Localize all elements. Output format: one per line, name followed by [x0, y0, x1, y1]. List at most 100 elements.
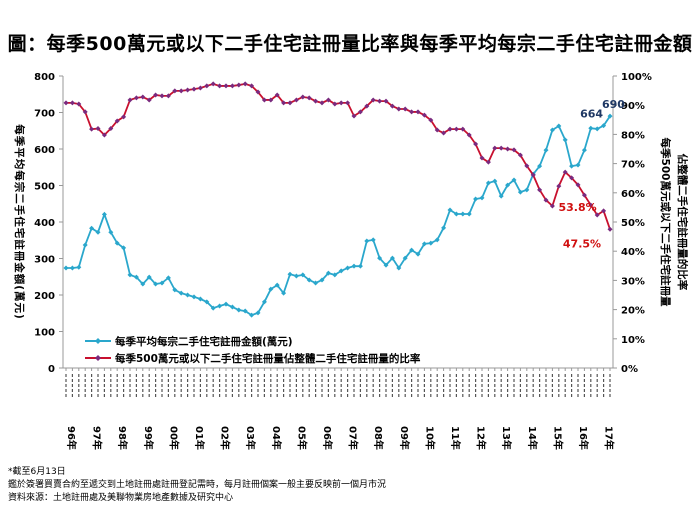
price-point: [210, 305, 216, 311]
right-tick-label: 60%: [621, 189, 645, 200]
price-point: [306, 277, 312, 283]
ratio-point: [466, 132, 472, 138]
ratio-point: [517, 152, 523, 158]
price-point: [492, 178, 498, 184]
ratio-point: [524, 163, 530, 169]
data-label: 53.8%: [559, 201, 597, 214]
price-point: [146, 274, 152, 280]
year-label: 17年: [603, 426, 616, 450]
year-label: 03年: [244, 426, 257, 450]
ratio-point: [287, 100, 293, 106]
ratio-point: [415, 109, 421, 115]
ratio-point: [127, 97, 133, 103]
price-point: [364, 238, 370, 244]
ratio-point: [575, 182, 581, 188]
year-label: 09年: [398, 426, 411, 450]
price-point: [268, 286, 274, 292]
price-point: [402, 255, 408, 261]
ratio-point: [530, 172, 536, 178]
ratio-point: [242, 81, 248, 87]
ratio-point: [178, 88, 184, 94]
price-point: [313, 280, 319, 286]
price-point: [178, 290, 184, 296]
ratio-point: [313, 98, 319, 104]
price-point: [479, 195, 485, 201]
price-point: [345, 265, 351, 271]
year-label: 96年: [65, 426, 78, 450]
left-tick-label: 600: [34, 145, 55, 156]
ratio-point: [370, 97, 376, 103]
ratio-point: [146, 97, 152, 103]
year-label: 11年: [449, 426, 462, 450]
price-point: [249, 312, 255, 318]
price-point: [524, 187, 530, 193]
ratio-point: [191, 86, 197, 92]
footnote-source: 資料來源：土地註冊處及美聯物業房地產數據及研究中心: [8, 493, 234, 503]
ratio-point: [389, 103, 395, 109]
ratio-point: [332, 101, 338, 107]
ratio-point: [281, 100, 287, 106]
ratio-point: [217, 83, 223, 89]
ratio-point: [473, 141, 479, 147]
ratio-point: [460, 126, 466, 132]
price-point: [185, 292, 191, 298]
ratio-point: [441, 130, 447, 136]
ratio-point: [569, 175, 575, 181]
price-point: [204, 299, 210, 305]
ratio-point: [447, 126, 453, 132]
ratio-point: [153, 92, 159, 98]
ratio-point: [63, 100, 69, 106]
price-point: [575, 162, 581, 168]
legend-marker: [95, 338, 101, 344]
year-label: 10年: [423, 426, 436, 450]
price-point: [357, 263, 363, 269]
price-point: [562, 137, 568, 143]
ratio-point: [485, 159, 491, 165]
ratio-point: [492, 145, 498, 151]
ratio-point: [114, 118, 120, 124]
price-point: [140, 281, 146, 287]
year-label: 98年: [116, 426, 129, 450]
price-point: [383, 262, 389, 268]
price-point: [165, 275, 171, 281]
ratio-point: [229, 83, 235, 89]
year-label: 01年: [193, 426, 206, 450]
ratio-point: [101, 132, 107, 138]
price-point: [370, 237, 376, 243]
price-point: [236, 307, 242, 313]
price-point: [549, 127, 555, 133]
left-tick-label: 100: [34, 328, 55, 339]
ratio-point: [409, 109, 415, 115]
price-point: [409, 247, 415, 253]
right-axis-title-line2: 佔整體二手住宅註冊量的比率: [676, 153, 689, 291]
ratio-point: [453, 126, 459, 132]
ratio-point: [377, 98, 383, 104]
price-point: [581, 147, 587, 153]
ratio-point: [204, 83, 210, 89]
price-point: [217, 303, 223, 309]
ratio-point: [383, 98, 389, 104]
year-label: 97年: [91, 426, 104, 450]
ratio-point: [479, 155, 485, 161]
ratio-point: [274, 92, 280, 98]
price-point: [63, 265, 69, 271]
left-tick-label: 700: [34, 109, 55, 120]
price-point: [460, 211, 466, 217]
price-point: [607, 113, 613, 119]
legend-label: 每季平均每宗二手住宅註冊金額(萬元): [115, 335, 293, 348]
price-point: [588, 125, 594, 131]
price-point: [428, 240, 434, 246]
price-point: [505, 182, 511, 188]
price-point: [421, 241, 427, 247]
ratio-point: [505, 146, 511, 152]
ratio-point: [581, 192, 587, 198]
price-point: [300, 272, 306, 278]
ratio-point: [338, 100, 344, 106]
price-point: [114, 240, 120, 246]
right-tick-label: 40%: [621, 247, 645, 258]
ratio-point: [82, 109, 88, 115]
left-tick-label: 200: [34, 291, 55, 302]
year-label: 16年: [577, 426, 590, 450]
price-point: [76, 264, 82, 270]
